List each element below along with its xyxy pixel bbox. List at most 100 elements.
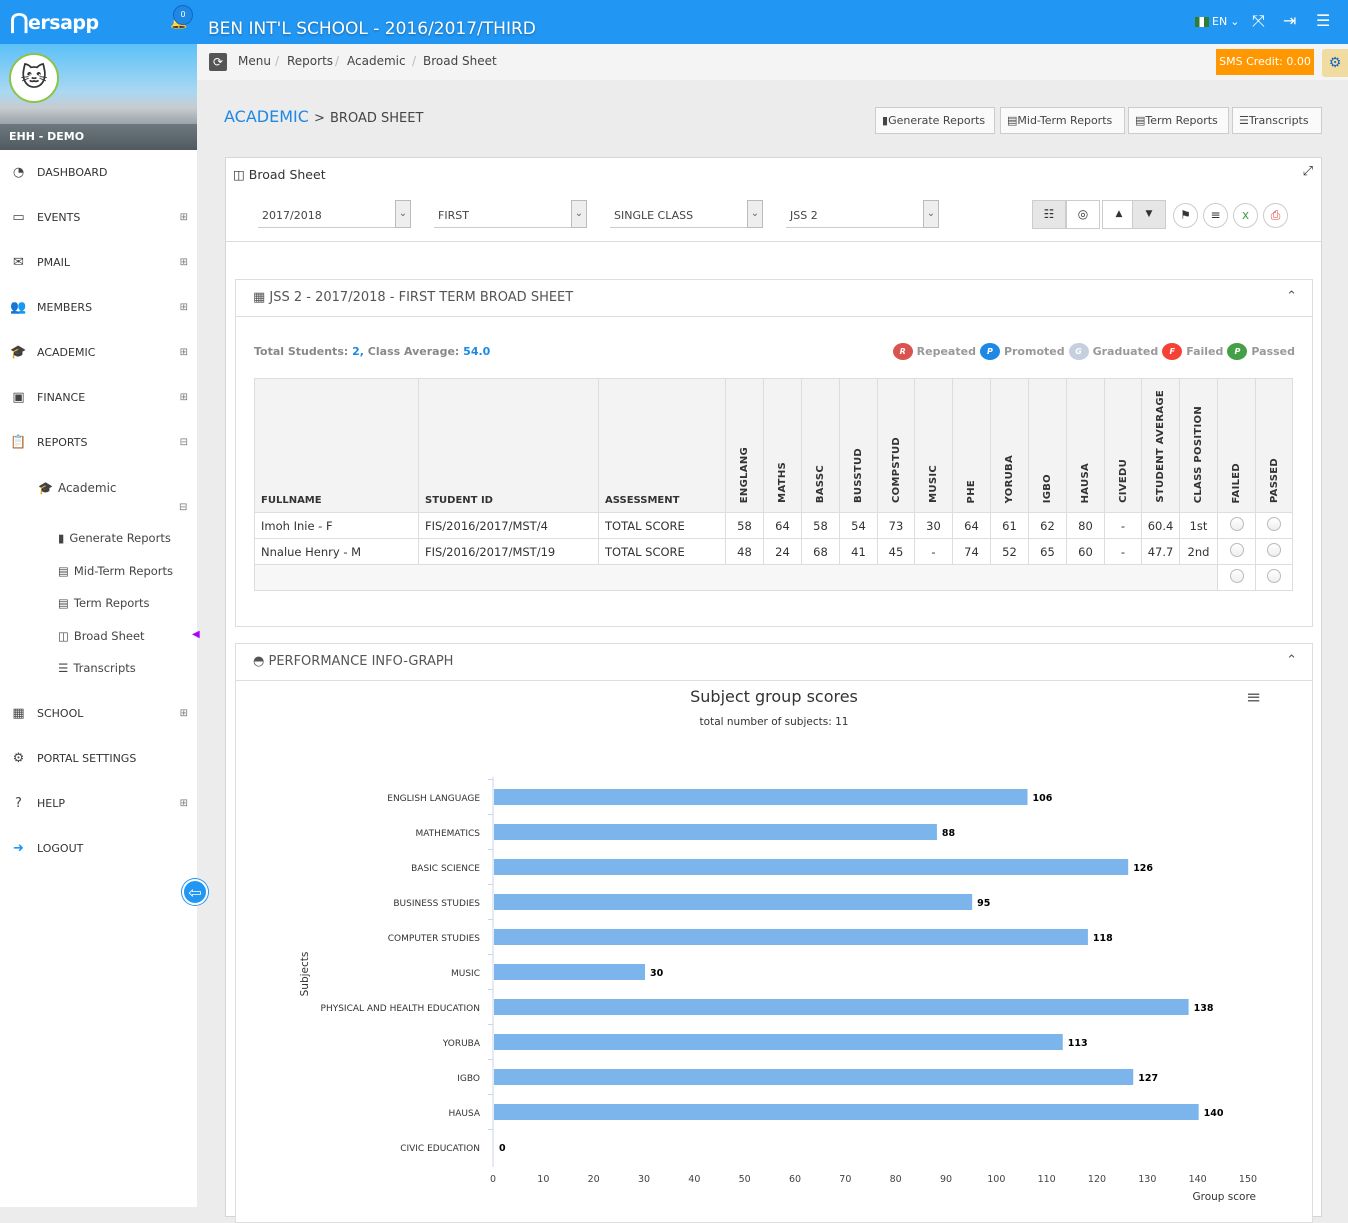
column-header[interactable]: ENGLANG [725,378,764,513]
sidebar-subitem-generate-reports[interactable]: ▮ Generate Reports [58,531,171,545]
failed-radio[interactable] [1229,517,1244,531]
sidebar: 🐱 EHH - DEMO ◔ DASHBOARD ▭ EVENTS ⊞ ✉ PMAIL ⊞ 👥 M… [0,44,200,1207]
sidebar-item-members[interactable]: 👥 MEMBERS ⊞ [0,292,197,322]
class-select[interactable]: JSS 2 ⌄ [786,200,939,228]
expand-toggle-icon[interactable]: ⊞ [179,256,188,268]
print-button[interactable]: ⎙ [1263,203,1288,228]
passed-radio-cell[interactable] [1255,512,1293,539]
sidebar-item-pmail[interactable]: ✉ PMAIL ⊞ [0,247,197,277]
report-icon: ▤ [58,596,69,610]
chevron-up-icon[interactable]: ⌃ [1286,289,1297,304]
settings-gears-icon[interactable]: ⚙ [1322,49,1348,77]
breadcrumb-academic[interactable]: Academic [347,54,406,68]
expand-toggle-icon[interactable]: ⊞ [179,301,188,313]
session-select[interactable]: 2017/2018 ⌄ [258,200,411,228]
sidebar-item-academic[interactable]: 🎓 ACADEMIC ⊞ [0,337,197,367]
term-reports-button[interactable]: ▤Term Reports [1128,107,1229,134]
breadcrumb-menu[interactable]: Menu [238,54,271,68]
passed-radio-cell[interactable] [1255,538,1293,565]
sort-down-button[interactable]: ▼ [1132,200,1166,229]
generate-reports-button[interactable]: ▮Generate Reports [875,107,995,134]
column-header[interactable]: FULLNAME [254,378,419,513]
passed-all-radio[interactable] [1267,569,1281,583]
fullscreen-icon[interactable]: ⤧ [1252,11,1265,30]
language-selector[interactable]: EN ⌄ [1195,15,1239,28]
sidebar-item-portal-settings[interactable]: ⚙ PORTAL SETTINGS [0,743,197,773]
table-cell [254,564,1218,591]
calendar-icon: ▭ [12,209,25,225]
failed-radio-cell[interactable] [1217,538,1256,565]
column-header[interactable]: PHE [952,378,991,513]
column-header[interactable]: BASSC [801,378,840,513]
bar [494,999,1189,1015]
column-header[interactable]: STUDENT ID [418,378,599,513]
failed-radio[interactable] [1229,543,1244,557]
avatar[interactable]: 🐱 [9,53,59,103]
expand-icon[interactable]: ⤢ [1302,164,1313,179]
expand-toggle-icon[interactable]: ⊞ [179,391,188,403]
app-logo[interactable]: ⋂ersapp [10,10,99,35]
sidebar-item-events[interactable]: ▭ EVENTS ⊞ [0,202,197,232]
collapse-sidebar-button[interactable]: ⇦ [182,879,208,905]
target-view-button[interactable]: ◎ [1066,200,1100,229]
sidebar-item-reports[interactable]: 📋 REPORTS ⊟ [0,427,197,457]
notification-badge[interactable]: 0 [173,5,193,25]
column-header[interactable]: COMPSTUD [877,378,915,513]
column-header[interactable]: YORUBA [990,378,1029,513]
expand-toggle-icon[interactable]: ⊞ [179,797,188,809]
sidebar-item-finance[interactable]: ▣ FINANCE ⊞ [0,382,197,412]
sidebar-item-help[interactable]: ? HELP ⊞ [0,788,197,818]
failed-radio-cell[interactable] [1217,512,1256,539]
sidebar-subitem-mid-term-reports[interactable]: ▤ Mid-Term Reports [58,564,173,578]
passed-radio-cell[interactable] [1255,564,1293,591]
mid-term-reports-button[interactable]: ▤Mid-Term Reports [1000,107,1125,134]
excel-export-button[interactable]: x [1233,203,1258,228]
sidebar-item-dashboard[interactable]: ◔ DASHBOARD [0,157,197,187]
column-header[interactable]: PASSED [1255,378,1293,513]
expand-toggle-icon[interactable]: ⊞ [179,346,188,358]
logout-icon[interactable]: ⇥ [1283,11,1297,30]
expand-toggle-icon[interactable]: ⊞ [179,707,188,719]
column-header[interactable]: MUSIC [914,378,953,513]
sms-credit-badge[interactable]: SMS Credit: 0.00 [1216,49,1314,75]
sheet-title: JSS 2 - 2017/2018 - FIRST TERM BROAD SHE… [269,290,574,305]
term-select[interactable]: FIRST ⌄ [434,200,587,228]
column-header[interactable]: BUSSTUD [839,378,878,513]
clipboard-icon: 📋 [10,434,27,450]
transcripts-button[interactable]: ☰Transcripts [1232,107,1322,134]
failed-radio-cell[interactable] [1217,564,1256,591]
column-header[interactable]: ASSESSMENT [598,378,726,513]
column-header[interactable]: STUDENT AVERAGE [1141,378,1180,513]
sidebar-subitem-broad-sheet[interactable]: ◫ Broad Sheet [58,629,145,643]
breadcrumb-reports[interactable]: Reports [287,54,334,68]
breadcrumb-separator: / [275,54,280,68]
breadcrumb-bar: ⟳ Menu / Reports / Academic / Broad Shee… [197,44,1348,80]
column-header[interactable]: HAUSA [1066,378,1105,513]
menu-icon[interactable]: ☰ [1316,11,1331,30]
sidebar-item-school[interactable]: ▦ SCHOOL ⊞ [0,698,197,728]
class-type-select[interactable]: SINGLE CLASS ⌄ [610,200,763,228]
passed-radio[interactable] [1267,543,1281,557]
table-cell: 64 [952,512,991,539]
flag-button[interactable]: ⚑ [1173,203,1198,228]
refresh-icon[interactable]: ⟳ [209,53,227,71]
expand-toggle-icon[interactable]: ⊞ [179,211,188,223]
column-header[interactable]: IGBO [1028,378,1067,513]
sidebar-item-logout[interactable]: ➜ LOGOUT [0,833,197,863]
column-header[interactable]: CIVEDU [1104,378,1142,513]
menu-button[interactable]: ≡ [1203,203,1228,228]
chevron-up-icon[interactable]: ⌃ [1286,653,1297,668]
collapse-toggle[interactable]: ⊟ [179,502,188,513]
sort-up-button[interactable]: ▲ [1102,200,1136,229]
sidebar-subitem-term-reports[interactable]: ▤ Term Reports [58,596,150,610]
heading-section[interactable]: ACADEMIC [224,107,309,126]
list-view-button[interactable]: ☷ [1032,200,1066,229]
sidebar-subitem-transcripts[interactable]: ☰ Transcripts [58,661,136,675]
failed-all-radio[interactable] [1229,569,1244,583]
sidebar-subitem-academic[interactable]: 🎓 Academic [38,481,117,495]
column-header[interactable]: CLASS POSITION [1179,378,1218,513]
passed-radio[interactable] [1267,517,1281,531]
expand-toggle-icon[interactable]: ⊟ [179,436,188,448]
column-header[interactable]: MATHS [763,378,802,513]
column-header[interactable]: FAILED [1217,378,1256,513]
